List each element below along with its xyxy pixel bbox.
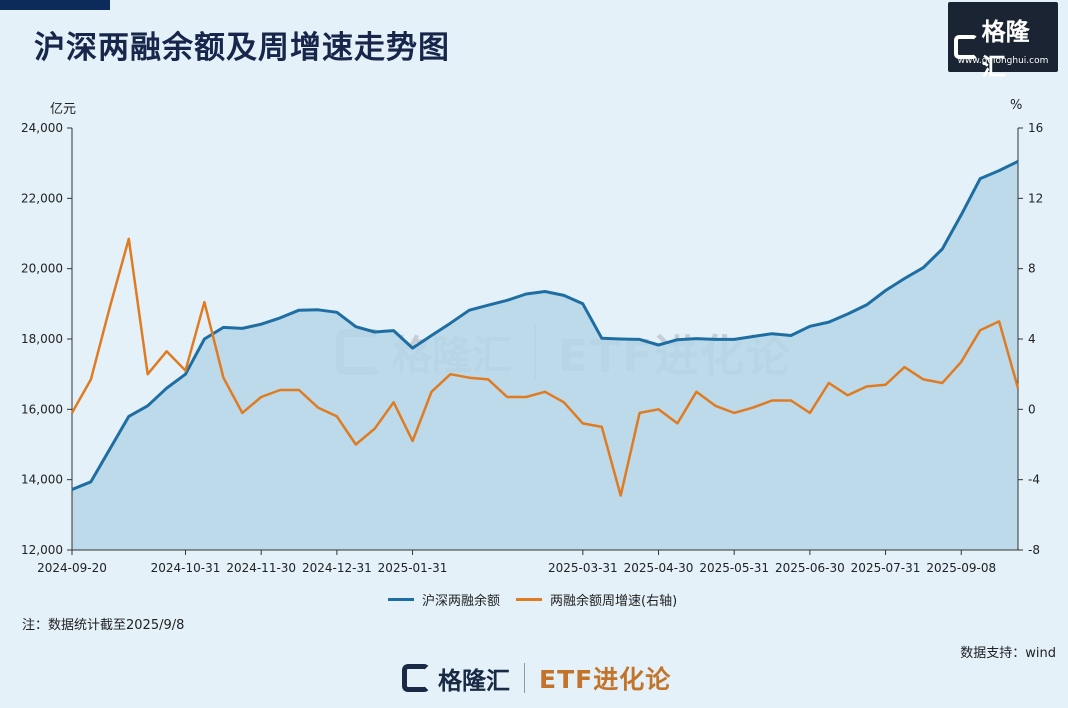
x-tick-label: 2025-04-30 [624,561,694,575]
footnote: 注：数据统计截至2025/9/8 [22,618,185,633]
x-tick-label: 2025-05-31 [699,561,769,575]
bottom-brand: 格隆汇 ETF进化论 [402,660,671,696]
logo-url: www.gelonghui.com [957,56,1049,66]
left-tick-label: 18,000 [21,332,63,346]
right-tick-label: 4 [1028,332,1036,346]
right-axis-unit: % [1010,98,1023,113]
left-tick-label: 24,000 [21,121,63,135]
data-source: 数据支持：wind [960,646,1056,661]
balance-points [71,161,1019,490]
right-tick-label: 8 [1028,262,1036,276]
left-tick-label: 22,000 [21,191,63,205]
legend-label-growth: 两融余额周增速(右轴) [550,594,678,609]
legend-item-balance: 沪深两融余额 [388,590,500,609]
logo-g-icon [954,35,978,59]
right-tick-label: 0 [1028,402,1036,416]
left-axis-unit: 亿元 [50,102,77,117]
left-tick-label: 14,000 [21,473,63,487]
legend-swatch-balance [388,598,414,601]
x-tick-label: 2024-12-31 [302,561,372,575]
right-tick-label: -8 [1028,543,1040,557]
bottom-brand-name: 格隆汇 [438,666,510,695]
left-tick-label: 12,000 [21,543,63,557]
x-tick-label: 2025-09-08 [926,561,996,575]
right-tick-label: 12 [1028,191,1043,205]
x-tick-label: 2025-03-31 [548,561,618,575]
growth-points [71,238,1019,496]
legend-swatch-growth [516,598,543,601]
left-tick-label: 16,000 [21,402,63,416]
x-tick-label: 2025-01-31 [378,561,448,575]
x-tick-label: 2025-06-30 [775,561,845,575]
brand-logo: 格隆汇 www.gelonghui.com [948,2,1058,81]
x-tick-label: 2024-10-31 [151,561,221,575]
bottom-logo-icon [402,664,430,692]
bottom-brand-etf: ETF进化论 [539,665,672,694]
legend: 沪深两融余额 两融余额周增速(右轴) [388,590,677,609]
x-tick-label: 2024-11-30 [226,561,296,575]
left-tick-label: 20,000 [21,262,63,276]
x-tick-label: 2025-07-31 [851,561,921,575]
legend-label-balance: 沪深两融余额 [422,594,501,609]
right-tick-label: -4 [1028,473,1040,487]
balance-area [72,161,1018,550]
right-tick-label: 16 [1028,121,1043,135]
corner-decoration [0,0,110,10]
x-tick-label: 2024-09-20 [37,561,107,575]
chart-title: 沪深两融余额及周增速走势图 [34,30,450,66]
logo-name: 格隆汇 [981,18,1030,81]
legend-item-growth: 两融余额周增速(右轴) [516,590,677,609]
